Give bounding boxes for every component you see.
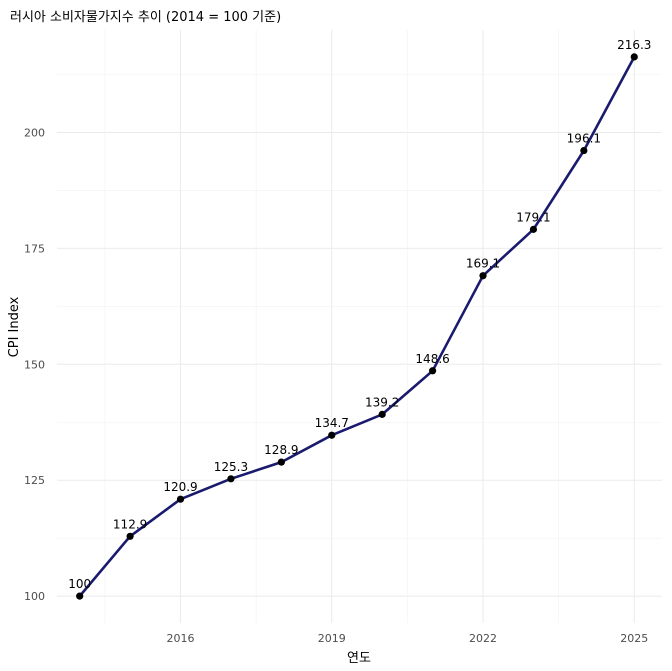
data-point (529, 225, 538, 233)
data-label: 134.7 (315, 416, 349, 430)
data-point (580, 146, 588, 155)
data-point (76, 592, 84, 600)
data-label: 100 (68, 577, 91, 591)
x-tick-label: 2025 (620, 632, 648, 645)
y-axis-title: CPI Index (7, 296, 22, 357)
y-tick-label: 100 (24, 590, 45, 603)
y-axis-ticks: 100 125 150 175 200 (24, 126, 45, 603)
data-label: 128.9 (264, 443, 298, 457)
x-tick-label: 2016 (167, 632, 195, 645)
data-label: 169.1 (466, 257, 500, 271)
x-tick-label: 2022 (469, 632, 497, 645)
data-point (378, 410, 386, 418)
y-tick-label: 175 (24, 242, 45, 255)
data-point (176, 495, 185, 503)
data-label: 179.1 (516, 210, 550, 224)
data-label: 139.2 (365, 395, 399, 409)
y-tick-label: 200 (24, 126, 45, 139)
data-label: 196.1 (567, 132, 601, 146)
data-point (277, 458, 285, 466)
data-label: 148.6 (415, 352, 449, 366)
data-point (630, 53, 638, 61)
data-point (227, 475, 235, 483)
cpi-series-line (78, 56, 636, 597)
data-label: 216.3 (617, 38, 651, 52)
data-point (429, 367, 437, 375)
data-label: 125.3 (214, 460, 248, 474)
data-point (126, 532, 134, 540)
data-label: 112.9 (113, 517, 147, 531)
data-point (479, 272, 487, 280)
chart-title: 러시아 소비자물가지수 추이 (2014 = 100 기준) (10, 10, 281, 25)
x-axis-ticks: 2016 2019 2022 2025 (167, 632, 649, 645)
data-labels: 100 112.9 120.9 125.3 128.9 134.7 139.2 148.6 16… (68, 38, 651, 591)
x-tick-label: 2019 (318, 632, 346, 645)
data-points (76, 53, 638, 600)
grid (57, 30, 662, 623)
data-point (328, 431, 336, 439)
data-label: 120.9 (163, 480, 197, 494)
x-axis-title: 연도 (347, 651, 371, 666)
y-tick-label: 150 (24, 358, 45, 371)
y-tick-label: 125 (24, 474, 45, 487)
